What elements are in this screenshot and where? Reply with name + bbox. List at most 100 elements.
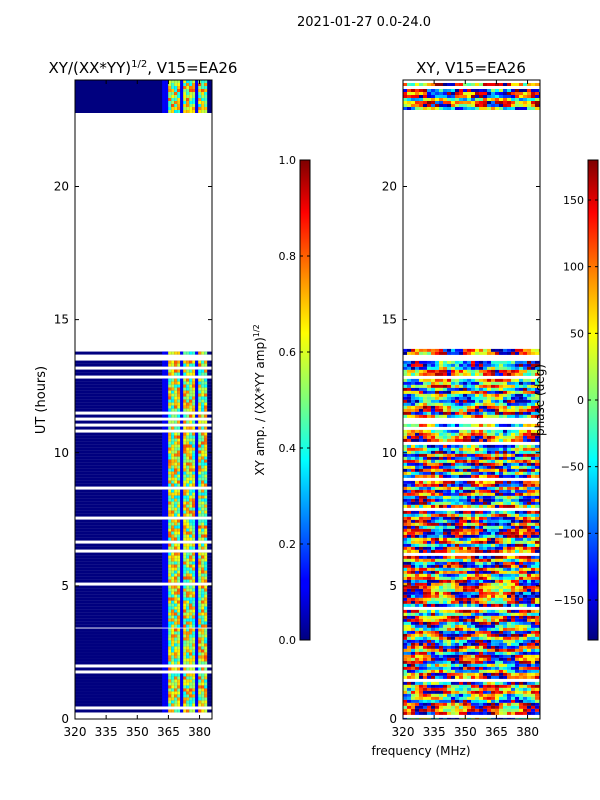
phase-cell xyxy=(451,528,455,532)
phase-cell xyxy=(511,564,515,568)
phase-cell xyxy=(411,489,415,493)
phase-cell xyxy=(499,399,503,403)
phase-cell xyxy=(515,459,519,463)
phase-cell xyxy=(511,588,515,592)
phase-cell xyxy=(475,612,479,616)
amplitude-cell xyxy=(168,570,172,574)
phase-cell xyxy=(531,513,535,517)
phase-cell xyxy=(495,609,499,613)
amplitude-cell xyxy=(171,679,175,683)
amplitude-cell xyxy=(180,561,184,565)
phase-cell xyxy=(439,624,443,628)
phase-cell xyxy=(403,630,407,634)
phase-cell xyxy=(475,513,479,517)
phase-cell xyxy=(415,540,419,544)
amplitude-cell xyxy=(168,609,172,613)
phase-cell xyxy=(499,474,503,478)
amplitude-cell xyxy=(186,471,190,475)
phase-cell xyxy=(439,543,443,547)
phase-cell xyxy=(447,378,451,382)
amplitude-cell xyxy=(177,372,181,376)
amplitude-row xyxy=(75,679,212,683)
amplitude-cell xyxy=(177,603,181,607)
phase-cell xyxy=(471,567,475,571)
amplitude-cell xyxy=(192,360,196,364)
phase-cell xyxy=(455,579,459,583)
amplitude-row xyxy=(75,697,212,701)
phase-cell xyxy=(459,438,463,442)
amplitude-cell xyxy=(186,92,190,95)
phase-cell xyxy=(515,474,519,478)
amplitude-cell xyxy=(189,682,193,686)
amplitude-cell xyxy=(162,110,166,113)
amplitude-cell xyxy=(183,414,187,418)
amplitude-cell xyxy=(180,621,184,625)
phase-cell xyxy=(415,513,419,517)
phase-cell xyxy=(431,405,435,409)
phase-cell xyxy=(523,510,527,514)
phase-cell xyxy=(531,456,535,460)
phase-cell xyxy=(527,456,531,460)
phase-cell xyxy=(491,504,495,508)
amplitude-cell xyxy=(162,703,166,707)
phase-cell xyxy=(427,528,431,532)
amplitude-cell xyxy=(165,432,169,436)
phase-cell xyxy=(523,627,527,631)
phase-cell xyxy=(447,504,451,508)
phase-cell xyxy=(447,423,451,427)
phase-cell xyxy=(527,498,531,502)
phase-cell xyxy=(411,618,415,622)
amplitude-cell xyxy=(180,369,184,373)
amplitude-cell xyxy=(192,703,196,707)
amplitude-cell xyxy=(195,80,199,83)
amplitude-cell xyxy=(165,447,169,451)
phase-cell xyxy=(419,645,423,649)
amplitude-cell xyxy=(177,480,181,484)
amplitude-cell xyxy=(168,369,172,373)
amplitude-cell xyxy=(183,372,187,376)
phase-cell xyxy=(523,591,527,595)
amplitude-cell xyxy=(162,634,166,638)
amplitude-cell xyxy=(195,384,199,388)
phase-cell xyxy=(447,438,451,442)
amplitude-cell xyxy=(195,513,199,517)
amplitude-cell xyxy=(174,634,178,638)
amplitude-cell xyxy=(186,453,190,457)
amplitude-cell xyxy=(165,603,169,607)
phase-cell xyxy=(503,384,507,388)
phase-cell xyxy=(451,627,455,631)
phase-cell xyxy=(455,510,459,514)
phase-cell xyxy=(499,588,503,592)
phase-cell xyxy=(447,561,451,565)
phase-cell xyxy=(455,381,459,385)
phase-cell xyxy=(415,459,419,463)
phase-cell xyxy=(439,513,443,517)
phase-cell xyxy=(531,576,535,580)
amplitude-cell xyxy=(165,531,169,535)
phase-cell xyxy=(451,486,455,490)
phase-cell xyxy=(527,444,531,448)
phase-cell xyxy=(427,486,431,490)
phase-cell xyxy=(467,504,471,508)
amplitude-row xyxy=(75,80,212,83)
amplitude-cell xyxy=(174,567,178,571)
phase-cell xyxy=(403,381,407,385)
phase-cell xyxy=(467,567,471,571)
phase-cell xyxy=(503,618,507,622)
phase-cell xyxy=(487,633,491,637)
amplitude-cell xyxy=(177,363,181,367)
amplitude-row xyxy=(75,573,212,577)
phase-cell xyxy=(451,636,455,640)
phase-cell xyxy=(411,537,415,541)
amplitude-axes-frame xyxy=(74,79,213,720)
amplitude-cell xyxy=(177,453,181,457)
amplitude-cell xyxy=(162,528,166,532)
phase-cell xyxy=(499,414,503,418)
amplitude-cell xyxy=(174,474,178,478)
phase-cell xyxy=(463,366,467,370)
phase-cell xyxy=(403,555,407,559)
phase-cell xyxy=(411,510,415,514)
phase-cell xyxy=(431,555,435,559)
phase-cell xyxy=(407,645,411,649)
phase-cell xyxy=(527,486,531,490)
